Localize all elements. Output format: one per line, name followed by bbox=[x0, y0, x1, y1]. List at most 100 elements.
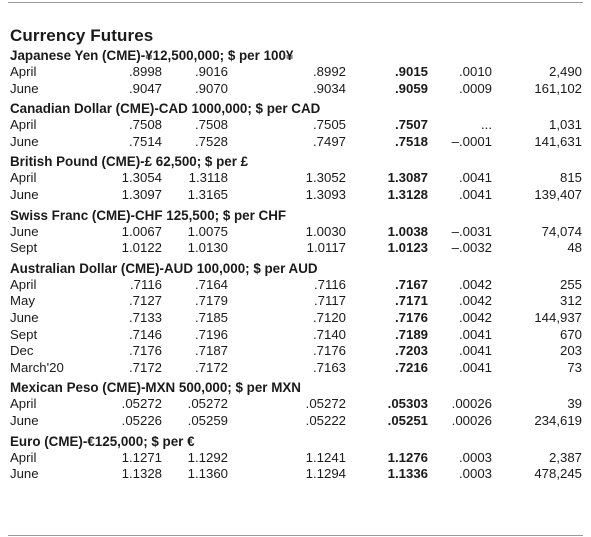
high-price: 1.3165 bbox=[187, 186, 228, 202]
settle-price: 1.1276 bbox=[387, 449, 428, 465]
open-price: .8998 bbox=[128, 64, 162, 79]
open-interest: 48 bbox=[567, 240, 582, 256]
open-price: 1.1271 bbox=[121, 449, 162, 465]
high-price: .7187 bbox=[194, 343, 228, 359]
high-price: .7528 bbox=[194, 133, 228, 149]
currency-section: Euro (CME)-€125,000; $ per € April 1.1271 1… bbox=[10, 433, 582, 483]
open-price: .7514 bbox=[128, 133, 162, 149]
open-price: 1.1328 bbox=[121, 466, 162, 482]
high-price: .7172 bbox=[194, 359, 228, 375]
high-price: .05272 bbox=[187, 396, 228, 412]
high-price: .05259 bbox=[187, 412, 228, 428]
contract-month: June bbox=[10, 133, 39, 149]
contract-month: April bbox=[10, 117, 37, 133]
open-interest: 139,407 bbox=[534, 186, 582, 202]
low-price: 1.0030 bbox=[305, 223, 346, 239]
settle-price: 1.1336 bbox=[387, 466, 428, 482]
futures-table: Japanese Yen (CME)-¥12,500,000; $ per 10… bbox=[10, 47, 582, 483]
low-price: .05272 bbox=[305, 396, 346, 412]
contract-month: June bbox=[10, 412, 39, 428]
open-price: 1.3097 bbox=[121, 186, 162, 202]
change-value: ... bbox=[481, 117, 492, 133]
high-price: .7179 bbox=[194, 293, 228, 309]
contract-month: June bbox=[10, 186, 39, 202]
high-price: .7185 bbox=[194, 309, 228, 325]
settle-price: 1.0038 bbox=[387, 223, 428, 239]
low-price: .9034 bbox=[312, 80, 346, 96]
change-value: .0042 bbox=[458, 309, 492, 325]
open-interest: 2,490 bbox=[548, 64, 582, 79]
table-row: April 1.3054 1.3118 1.3052 1.3087 .0041 815 bbox=[10, 170, 582, 187]
currency-section: Canadian Dollar (CME)-CAD 1000,000; $ pe… bbox=[10, 100, 582, 153]
open-interest: 39 bbox=[567, 396, 582, 412]
low-price: 1.0117 bbox=[306, 240, 346, 256]
change-value: .0010 bbox=[458, 64, 492, 79]
contract-month: April bbox=[10, 449, 37, 465]
table-row: June 1.0067 1.0075 1.0030 1.0038 –.0031 74,074 bbox=[10, 224, 582, 241]
currency-section: Swiss Franc (CME)-CHF 125,500; $ per CHF… bbox=[10, 207, 582, 260]
high-price: 1.0130 bbox=[187, 240, 228, 256]
low-price: .7140 bbox=[312, 326, 346, 342]
open-interest: 815 bbox=[559, 170, 582, 186]
change-value: .0041 bbox=[458, 343, 492, 359]
settle-price: .7507 bbox=[394, 117, 428, 133]
currency-section: Australian Dollar (CME)-AUD 100,000; $ p… bbox=[10, 260, 582, 380]
section-heading: Canadian Dollar (CME)-CAD 1000,000; $ pe… bbox=[10, 101, 321, 117]
low-price: .7120 bbox=[312, 309, 346, 325]
contract-month: April bbox=[10, 170, 37, 186]
change-value: –.0031 bbox=[451, 223, 492, 239]
table-row: June .9047 .9070 .9034 .9059 .0009 161,102 bbox=[10, 81, 582, 98]
open-interest: 73 bbox=[567, 359, 582, 375]
open-interest: 234,619 bbox=[534, 412, 582, 428]
settle-price: 1.0123 bbox=[387, 240, 428, 256]
open-price: .05226 bbox=[121, 412, 162, 428]
settle-price: 1.3087 bbox=[387, 170, 428, 186]
table-row: April .7116 .7164 .7116 .7167 .0042 255 bbox=[10, 277, 582, 294]
low-price: .7497 bbox=[312, 133, 346, 149]
change-value: .0041 bbox=[458, 326, 492, 342]
open-price: 1.0067 bbox=[121, 223, 162, 239]
low-price: .7116 bbox=[313, 276, 346, 292]
table-row: June .7133 .7185 .7120 .7176 .0042 144,937 bbox=[10, 310, 582, 327]
open-interest: 161,102 bbox=[534, 80, 582, 96]
high-price: 1.3118 bbox=[188, 170, 228, 186]
table-row: April .05272 .05272 .05272 .05303 .00026 39 bbox=[10, 396, 582, 413]
open-interest: 670 bbox=[559, 326, 582, 342]
open-price: .7127 bbox=[128, 293, 162, 309]
table-row: March'20 .7172 .7172 .7163 .7216 .0041 73 bbox=[10, 360, 582, 377]
contract-month: Dec bbox=[10, 343, 34, 359]
contract-month: April bbox=[10, 396, 37, 412]
settle-price: .7203 bbox=[394, 343, 428, 359]
change-value: .0041 bbox=[458, 359, 492, 375]
section-heading: Mexican Peso (CME)-MXN 500,000; $ per MX… bbox=[10, 380, 301, 396]
high-price: 1.1360 bbox=[187, 466, 228, 482]
settle-price: .05251 bbox=[387, 412, 428, 428]
contract-month: June bbox=[10, 80, 39, 96]
table-row: June .05226 .05259 .05222 .05251 .00026 234,61… bbox=[10, 413, 582, 430]
open-interest: 203 bbox=[559, 343, 582, 359]
contract-month: March'20 bbox=[10, 359, 64, 375]
contract-month: Sept bbox=[10, 240, 38, 256]
low-price: .7176 bbox=[312, 343, 346, 359]
change-value: .0042 bbox=[458, 293, 492, 309]
open-price: .7172 bbox=[128, 359, 162, 375]
section-heading: Swiss Franc (CME)-CHF 125,500; $ per CHF bbox=[10, 207, 287, 223]
change-value: .0042 bbox=[458, 276, 492, 292]
open-interest: 141,631 bbox=[534, 133, 582, 149]
low-price: 1.3093 bbox=[305, 186, 346, 202]
open-interest: 255 bbox=[559, 276, 582, 292]
settle-price: 1.3128 bbox=[387, 186, 428, 202]
low-price: 1.3052 bbox=[305, 170, 346, 186]
open-interest: 312 bbox=[559, 293, 582, 309]
table-row: April .8998 .9016 .8992 .9015 .0010 2,490 bbox=[10, 64, 582, 81]
section-heading: Euro (CME)-€125,000; $ per € bbox=[10, 433, 195, 449]
low-price: .7163 bbox=[312, 359, 346, 375]
contract-month: June bbox=[10, 223, 39, 239]
currency-section: British Pound (CME)-£ 62,500; $ per £ Apr… bbox=[10, 153, 582, 206]
table-row: April .7508 .7508 .7505 .7507... 1,031 bbox=[10, 117, 582, 134]
page-title: Currency Futures bbox=[10, 26, 154, 45]
change-value: –.0032 bbox=[451, 240, 492, 256]
section-heading: British Pound (CME)-£ 62,500; $ per £ bbox=[10, 154, 249, 170]
change-value: .0041 bbox=[458, 170, 492, 186]
